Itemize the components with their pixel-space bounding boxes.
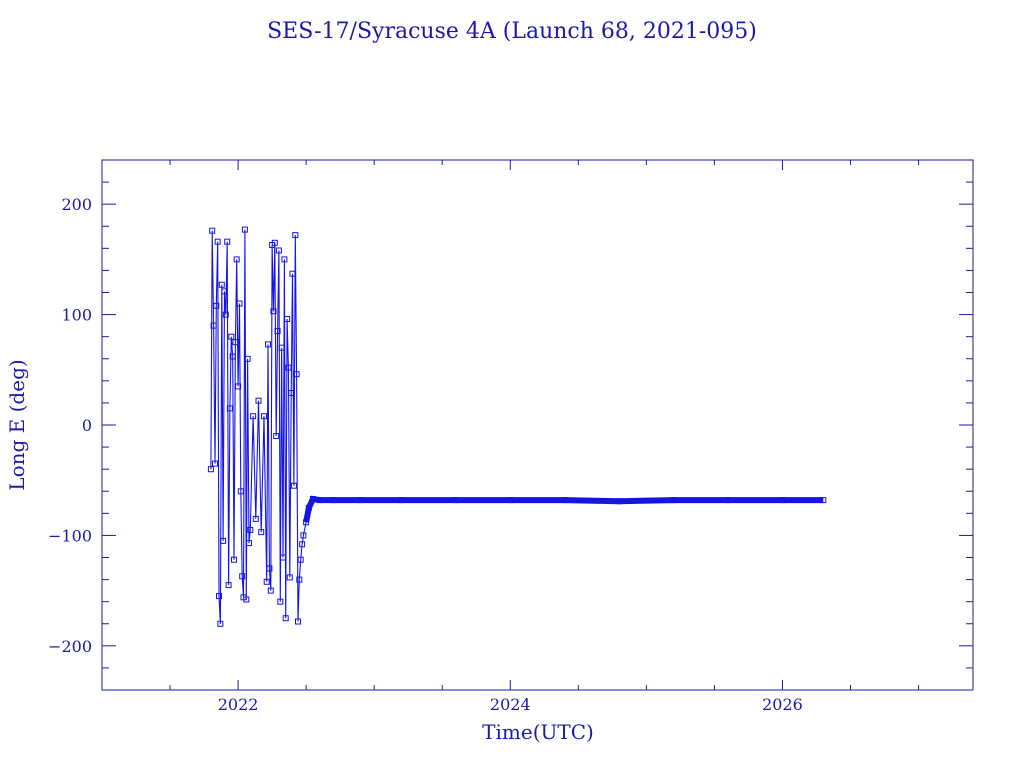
data-point: [290, 482, 297, 489]
data-point: [216, 593, 222, 600]
data-point: [616, 498, 623, 505]
data-point: [820, 497, 827, 504]
y-tick-label: 100: [61, 306, 92, 325]
data-point: [226, 405, 233, 412]
data-point: [207, 466, 214, 473]
data-point: [300, 532, 307, 539]
data-point: [670, 497, 677, 504]
data-point: [233, 256, 240, 263]
data-point: [246, 540, 252, 547]
data-point: [228, 333, 235, 340]
data-point: [229, 353, 236, 360]
data-point: [241, 226, 248, 233]
data-point: [292, 232, 299, 239]
y-tick-label: −100: [48, 526, 92, 545]
data-point: [243, 596, 250, 603]
data-point: [237, 488, 244, 495]
data-point: [303, 519, 310, 526]
data-point: [284, 316, 291, 322]
data-point: [305, 504, 312, 511]
data-point: [212, 460, 218, 467]
data-point: [285, 364, 292, 371]
data-point: [295, 618, 301, 625]
data-point: [273, 433, 280, 439]
data-point: [258, 529, 265, 536]
data-point: [270, 308, 277, 315]
data-point: [507, 497, 514, 504]
x-tick-label: 2024: [490, 695, 531, 714]
data-point: [282, 615, 289, 622]
data-point: [239, 573, 246, 580]
data-point: [210, 322, 217, 329]
chart-title: SES-17/Syracuse 4A (Launch 68, 2021-095): [267, 19, 757, 44]
y-tick-label: 0: [82, 416, 92, 435]
data-point: [452, 497, 459, 504]
data-point: [255, 397, 262, 404]
data-point: [231, 556, 237, 563]
data-point: [244, 355, 251, 362]
data-point: [217, 620, 224, 627]
plot-area: [207, 226, 827, 627]
data-point: [779, 497, 786, 504]
data-point: [235, 383, 242, 390]
data-point: [261, 413, 267, 420]
data-point: [297, 556, 304, 563]
data-point: [293, 371, 300, 378]
data-point: [280, 554, 286, 561]
data-point: [277, 598, 284, 605]
axis-ticks: [101, 160, 973, 690]
data-point: [398, 497, 405, 504]
data-point: [263, 578, 270, 585]
data-point: [561, 497, 568, 504]
data-point: [316, 497, 323, 504]
x-tick-label: 2022: [218, 695, 259, 714]
data-point: [213, 302, 220, 309]
data-point: [220, 537, 227, 544]
y-tick-label: −200: [48, 637, 92, 656]
data-point: [357, 497, 364, 504]
data-point: [225, 582, 232, 589]
data-point: [232, 339, 239, 346]
x-tick-label: 2026: [762, 695, 803, 714]
data-point: [267, 587, 274, 594]
data-point: [330, 497, 337, 504]
data-point: [271, 239, 278, 246]
y-axis-label: Long E (deg): [5, 359, 29, 490]
data-point: [274, 328, 281, 335]
data-point: [281, 256, 288, 263]
data-point: [275, 247, 282, 254]
data-point: [247, 526, 254, 533]
axis-tick-labels: 2022 2024 2026 −200 −100 0 100 200: [48, 195, 803, 714]
data-point: [250, 413, 257, 420]
data-point: [214, 238, 221, 245]
series-line-drift: [210, 229, 314, 624]
data-point: [252, 515, 259, 522]
data-point: [309, 496, 316, 502]
data-point: [278, 344, 285, 351]
x-axis-label: Time(UTC): [482, 720, 594, 744]
data-point: [221, 288, 228, 295]
data-point: [218, 281, 225, 288]
data-point: [236, 300, 243, 307]
data-point: [266, 565, 273, 572]
data-point: [725, 497, 731, 504]
data-point: [286, 574, 293, 581]
data-point: [299, 541, 306, 548]
data-point: [224, 238, 231, 245]
data-point: [296, 576, 303, 583]
data-point: [209, 227, 216, 234]
data-point: [222, 311, 229, 318]
y-tick-label: 200: [61, 195, 92, 214]
data-point: [265, 341, 271, 348]
data-point: [289, 270, 296, 277]
data-point: [288, 390, 295, 396]
